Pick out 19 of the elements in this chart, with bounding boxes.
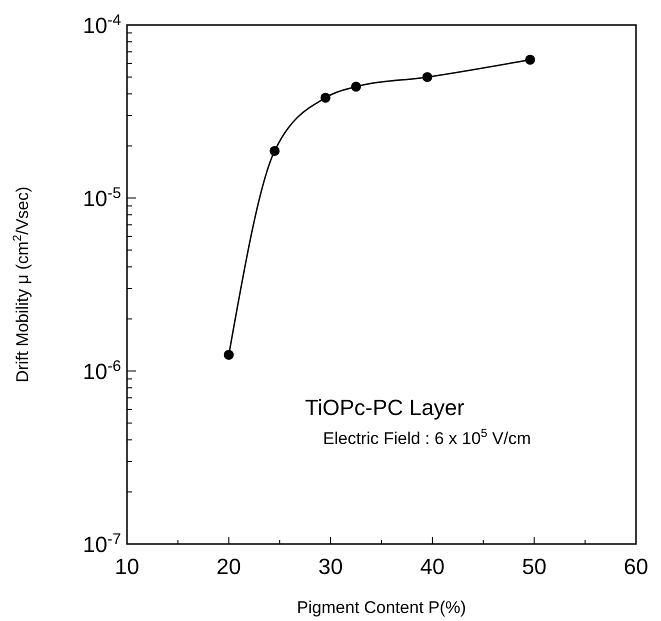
x-axis-title: Pigment Content P(%) (296, 598, 466, 617)
point (270, 146, 280, 156)
point (525, 54, 536, 65)
y-tick-label: 10$^{-6}$ (82, 358, 121, 384)
y-tick-label: 10$^{-4}$ (82, 12, 122, 38)
point (320, 92, 331, 103)
y-tick-label: 10$^{-5}$ (82, 184, 121, 211)
point (224, 350, 234, 360)
annotation: TiOPc-PC Layer (305, 395, 464, 420)
x-tick-label: 20 (216, 554, 242, 579)
x-tick-label: 50 (522, 554, 546, 579)
x-tick-label: 30 (318, 554, 343, 579)
point (351, 82, 362, 92)
x-tick-label: 40 (420, 554, 445, 579)
annotation: Electric Field : 6 x 10$^{5}$ V/cm (323, 426, 531, 448)
point (422, 72, 432, 82)
x-tick-label: 60 (624, 554, 648, 579)
y-tick-label: 10$^{-7}$ (82, 530, 121, 557)
x-tick-label: 10 (114, 554, 140, 579)
